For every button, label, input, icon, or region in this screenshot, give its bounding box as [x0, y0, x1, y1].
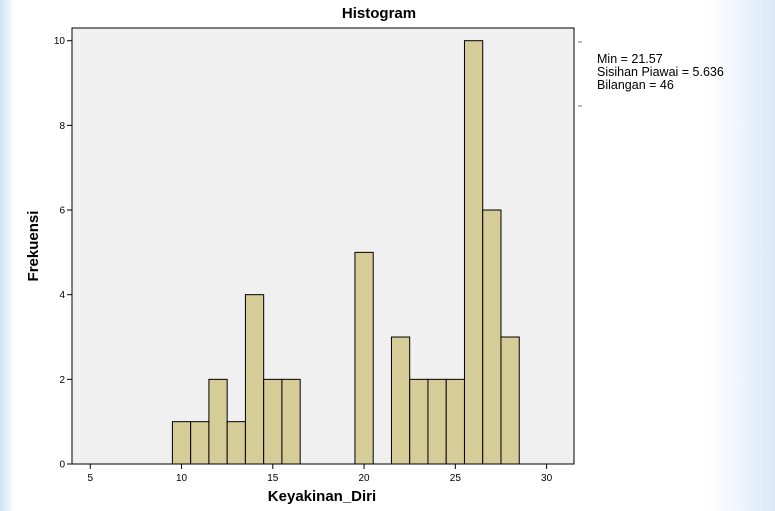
histogram-bar	[244, 294, 265, 465]
histogram-bar	[226, 421, 246, 465]
histogram-bar	[445, 378, 465, 465]
y-axis: 0 2 4 6 8 10	[54, 36, 72, 471]
background-right-gradient	[705, 0, 775, 511]
histogram-bar	[463, 40, 484, 465]
histogram-bar	[390, 336, 411, 465]
y-tick-label: 8	[59, 121, 65, 132]
x-tick-label: 30	[541, 473, 553, 484]
histogram-bar	[281, 378, 301, 465]
x-tick-label: 20	[359, 473, 371, 484]
y-tick-label: 6	[59, 206, 65, 217]
y-tick-label: 4	[59, 290, 65, 301]
histogram-bar	[427, 378, 447, 465]
histogram-bar	[190, 421, 210, 465]
histogram-bar	[354, 251, 374, 465]
x-axis: 5 10 15 20 25 30	[87, 464, 553, 484]
y-tick-label: 10	[54, 36, 66, 47]
histogram-bar	[171, 421, 192, 465]
histogram-bar	[208, 378, 228, 465]
histogram-bar	[409, 378, 429, 465]
x-axis-title: Keyakinan_Diri	[268, 488, 376, 505]
background-left-gradient	[0, 0, 14, 511]
x-tick-label: 10	[176, 473, 188, 484]
y-tick-label: 0	[59, 460, 65, 471]
chart-title: Histogram	[342, 5, 416, 22]
histogram-bar	[263, 378, 283, 465]
y-axis-title: Frekuensi	[25, 211, 42, 282]
y-tick-label: 2	[59, 375, 65, 386]
histogram-bar	[500, 336, 520, 465]
bars-group	[171, 40, 520, 465]
x-tick-label: 5	[87, 473, 93, 484]
stats-box: Min = 21.57 Sisihan Piawai = 5.636 Bilan…	[597, 53, 724, 92]
stats-mean: Min = 21.57	[597, 52, 663, 66]
histogram-bar	[482, 209, 502, 465]
stats-std: Sisihan Piawai = 5.636	[597, 65, 724, 79]
stats-n: Bilangan = 46	[597, 78, 674, 92]
x-tick-label: 15	[267, 473, 279, 484]
x-tick-label: 25	[450, 473, 462, 484]
